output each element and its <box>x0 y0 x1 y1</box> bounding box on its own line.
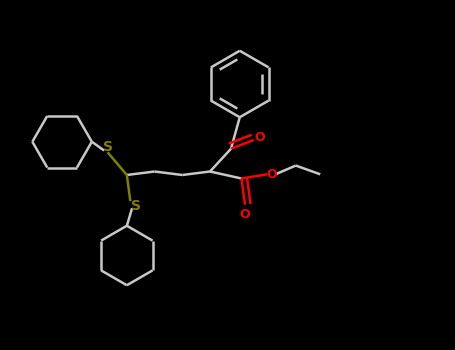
Text: O: O <box>266 168 277 181</box>
Text: O: O <box>255 131 265 145</box>
Text: S: S <box>102 140 112 154</box>
Text: O: O <box>240 208 250 221</box>
Text: S: S <box>131 199 141 213</box>
